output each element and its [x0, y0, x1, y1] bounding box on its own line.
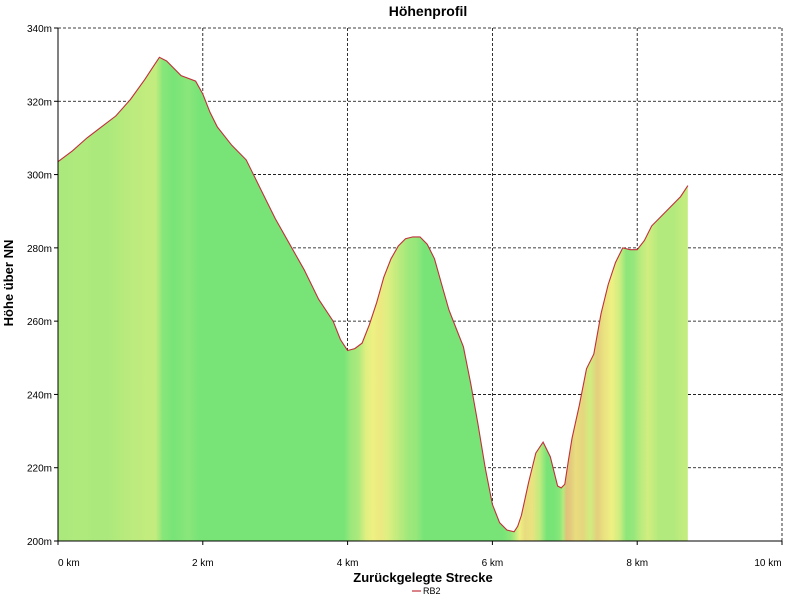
x-tick-label: 10 km [754, 558, 781, 569]
series-line-rb2 [57, 56, 689, 533]
line-group [57, 56, 689, 533]
y-tick-label: 340m [27, 24, 52, 35]
y-ticks: 200m 220m 240m 260m 280m 300m 320m 340m [27, 24, 58, 548]
x-tick-label: 6 km [482, 558, 504, 569]
y-tick-label: 260m [27, 317, 52, 328]
x-tick-label: 8 km [626, 558, 648, 569]
elevation-area [58, 57, 688, 541]
y-tick-label: 200m [27, 537, 52, 548]
x-tick-label: 0 km [58, 558, 80, 569]
y-tick-label: 300m [27, 171, 52, 182]
chart-title: Höhenprofil [389, 3, 468, 19]
y-tick-label: 280m [27, 244, 52, 255]
x-tick-label: 2 km [192, 558, 214, 569]
x-tick-label: 4 km [337, 558, 359, 569]
y-tick-label: 240m [27, 390, 52, 401]
x-ticks: 0 km 2 km 4 km 6 km 8 km 10 km [57, 541, 783, 569]
legend: RB2 [412, 586, 441, 596]
y-axis-title: Höhe über NN [1, 240, 16, 327]
legend-label-rb2: RB2 [423, 586, 441, 596]
axes [57, 28, 782, 542]
area-fill-group [58, 57, 688, 541]
y-tick-label: 320m [27, 97, 52, 108]
y-tick-label: 220m [27, 464, 52, 475]
x-axis-title: Zurückgelegte Strecke [353, 570, 492, 585]
